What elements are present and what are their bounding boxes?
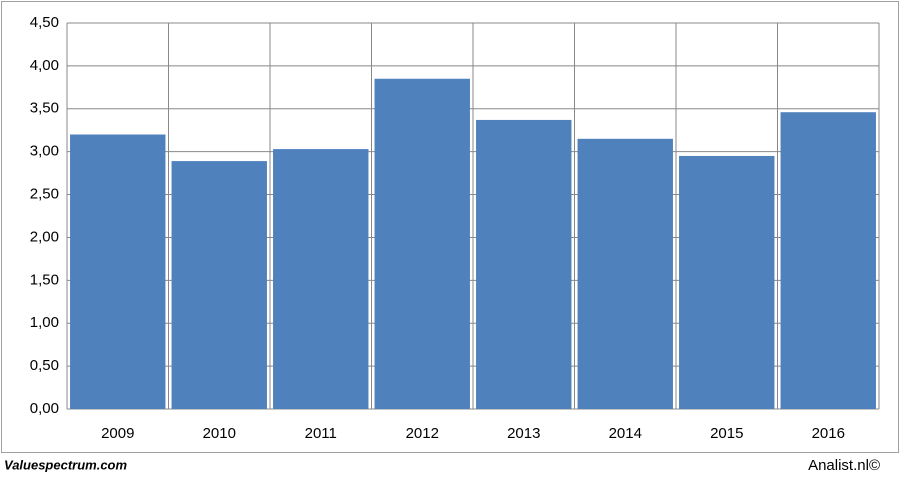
x-tick-label: 2009 [101,425,134,442]
y-tick-label: 2,50 [30,186,59,203]
footer-left: Valuespectrum.com [4,457,128,472]
y-tick-label: 4,50 [30,14,59,31]
bar [780,112,876,409]
x-tick-label: 2015 [710,425,743,442]
y-tick-label: 1,00 [30,314,59,331]
y-tick-label: 4,00 [30,57,59,74]
x-tick-label: 2010 [203,425,236,442]
bar [577,138,673,410]
bar [374,78,470,409]
y-tick-label: 3,50 [30,100,59,117]
footer-right: Analist.nl© [808,457,880,474]
y-tick-label: 3,00 [30,143,59,160]
x-tick-label: 2016 [812,425,845,442]
y-tick-label: 2,00 [30,228,59,245]
bar [171,161,267,409]
y-tick-label: 0,50 [30,357,59,374]
bar [70,134,166,409]
x-tick-label: 2014 [609,425,642,442]
bar [679,155,775,409]
x-tick-label: 2013 [507,425,540,442]
bar [476,119,572,409]
bar [273,149,369,410]
y-tick-label: 0,00 [30,400,59,417]
x-tick-label: 2011 [305,425,337,442]
y-tick-label: 1,50 [30,271,59,288]
x-tick-label: 2012 [406,425,439,442]
